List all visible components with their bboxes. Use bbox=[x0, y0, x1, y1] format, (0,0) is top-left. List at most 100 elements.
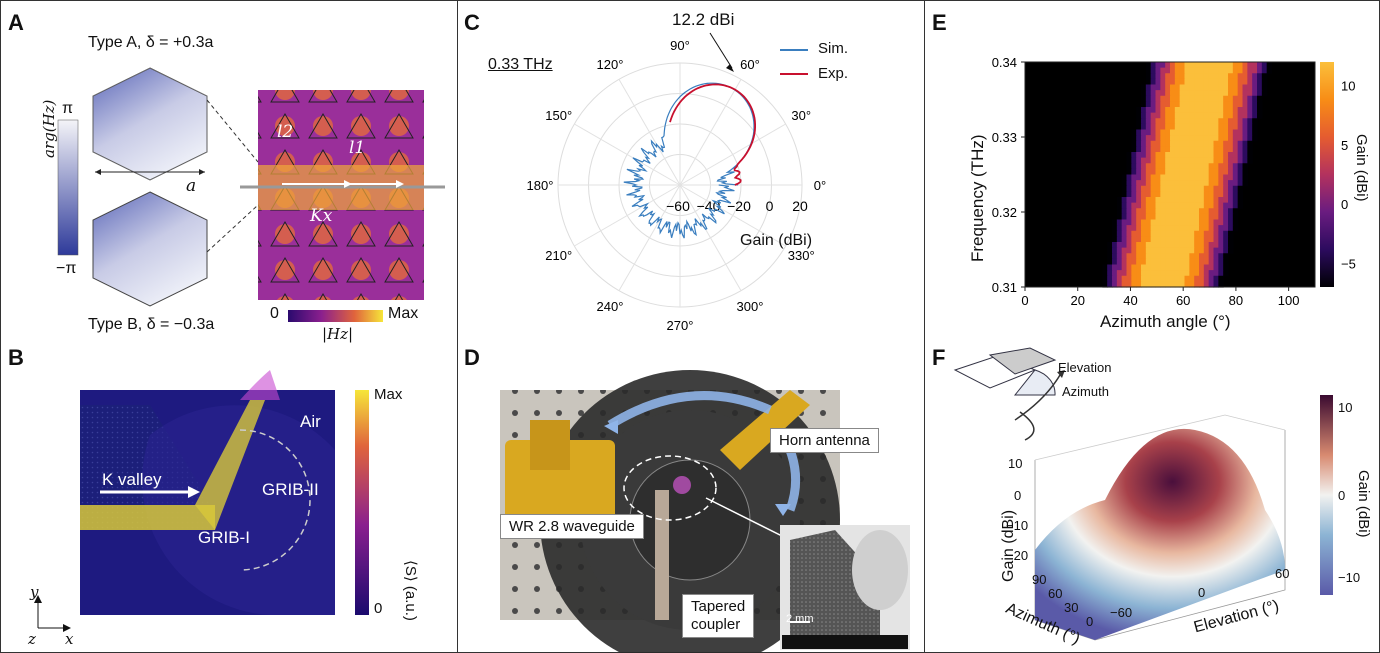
polar-angle-tick: 60° bbox=[740, 57, 760, 72]
heatmap-cbar-label: Gain (dBi) bbox=[1353, 134, 1370, 202]
heatmap-xlabel: Azimuth angle (°) bbox=[1100, 312, 1231, 331]
heatmap-ytick: 0.34 bbox=[992, 55, 1017, 70]
f-cbar-tick: 0 bbox=[1338, 488, 1346, 503]
surface-plot bbox=[953, 347, 1333, 641]
heatmap-xtick: 0 bbox=[1021, 293, 1028, 308]
panel-label-b: B bbox=[8, 345, 24, 370]
heatmap-cbar-tick: 5 bbox=[1341, 138, 1348, 153]
type-b-label: Type B, δ = −0.3a bbox=[88, 316, 215, 333]
scale-bar-label: 2 mm bbox=[786, 613, 814, 625]
z-tick: 0 bbox=[1014, 488, 1022, 503]
polar-angle-tick: 270° bbox=[667, 318, 694, 333]
gain-axis-label: Gain (dBi) bbox=[740, 232, 813, 249]
heatmap-xtick: 20 bbox=[1070, 293, 1084, 308]
schematic-azimuth: Azimuth bbox=[1062, 384, 1109, 399]
polar-angle-tick: 120° bbox=[597, 57, 624, 72]
phase-axis-title: arg(Hz) bbox=[40, 99, 58, 158]
heatmap-ylabel: Frequency (THz) bbox=[968, 134, 987, 262]
poynting-colorbar-title: ⟨S⟩ (a.u.) bbox=[402, 560, 419, 621]
field-colorbar-max: Max bbox=[388, 305, 419, 322]
az-tick: 60 bbox=[1048, 586, 1063, 601]
az-tick: 30 bbox=[1064, 600, 1079, 615]
f-cbar-tick: −10 bbox=[1338, 570, 1361, 585]
heatmap-cbar-tick: −5 bbox=[1341, 256, 1356, 271]
polar-radial-tick: 0 bbox=[766, 198, 774, 214]
phase-colorbar bbox=[57, 119, 79, 256]
poynting-colorbar bbox=[355, 390, 369, 615]
surface-colorbar bbox=[1320, 395, 1333, 595]
polar-plot: 0° 30° 60° 90° 120° 150° 180° 210° 240° 270° 300° 3… bbox=[527, 32, 826, 333]
frequency-label: 0.33 THz bbox=[488, 56, 553, 73]
field-colorbar-min: 0 bbox=[270, 305, 279, 322]
polar-angle-tick: 90° bbox=[670, 38, 690, 53]
k-valley-label: K valley bbox=[102, 470, 162, 489]
grib-ii-label: GRIB-II bbox=[262, 480, 319, 499]
panel-label-d: D bbox=[464, 345, 480, 370]
kx-label: Kx bbox=[310, 206, 333, 226]
poynting-colorbar-max: Max bbox=[374, 386, 403, 403]
el-tick: 60 bbox=[1275, 566, 1290, 581]
hexagon-type-a bbox=[92, 67, 208, 181]
az-tick: 90 bbox=[1032, 572, 1047, 587]
gain-surface bbox=[1035, 428, 1285, 640]
f-cbar-label: Gain (dBi) bbox=[1355, 470, 1372, 538]
phase-max: π bbox=[62, 100, 74, 117]
heatmap-xtick: 80 bbox=[1229, 293, 1243, 308]
polar-angle-tick: 150° bbox=[545, 108, 572, 123]
f-cbar-tick: 10 bbox=[1338, 400, 1353, 415]
panel-a-graphics bbox=[57, 67, 445, 322]
heatmap-xtick: 100 bbox=[1278, 293, 1300, 308]
heatmap-xtick: 40 bbox=[1123, 293, 1137, 308]
field-colorbar bbox=[288, 310, 383, 322]
axis-y: y bbox=[30, 583, 39, 601]
setup-photo bbox=[500, 370, 910, 653]
heatmap-ytick: 0.31 bbox=[992, 280, 1017, 295]
field-colorbar-title: |Hz| bbox=[322, 325, 354, 343]
heatmap-xtick: 60 bbox=[1176, 293, 1190, 308]
heatmap-cbar-tick: 0 bbox=[1341, 197, 1348, 212]
polar-angle-tick: 210° bbox=[545, 248, 572, 263]
peak-gain-label: 12.2 dBi bbox=[672, 10, 735, 29]
waveguide-label: WR 2.8 waveguide bbox=[500, 514, 644, 539]
panel-divider bbox=[924, 0, 925, 653]
polar-angle-tick: 330° bbox=[788, 248, 815, 263]
schematic-elevation: Elevation bbox=[1058, 360, 1112, 375]
axis-x: x bbox=[65, 630, 74, 648]
type-a-label: Type A, δ = +0.3a bbox=[88, 34, 214, 51]
z-tick: 10 bbox=[1008, 456, 1023, 471]
panel-label-f: F bbox=[932, 345, 946, 370]
horn-antenna-label: Horn antenna bbox=[770, 428, 879, 453]
poynting-colorbar-min: 0 bbox=[374, 600, 383, 617]
panel-label-a: A bbox=[8, 10, 24, 35]
lattice-constant: a bbox=[186, 176, 197, 196]
heatmap-ytick: 0.32 bbox=[992, 205, 1017, 220]
panel-label-c: C bbox=[464, 10, 480, 35]
legend-sim: Sim. bbox=[818, 40, 848, 57]
z-tick: −20 bbox=[1006, 548, 1029, 563]
air-label: Air bbox=[300, 412, 321, 431]
hexagon-type-b bbox=[92, 191, 208, 307]
polar-angle-tick: 180° bbox=[527, 178, 554, 193]
heatmap-ytick: 0.33 bbox=[992, 130, 1017, 145]
polar-radial-tick: −60 bbox=[666, 198, 690, 214]
heatmap-cbar-tick: 10 bbox=[1341, 79, 1355, 94]
polar-radial-tick: 20 bbox=[792, 198, 808, 214]
phase-min: −π bbox=[56, 260, 77, 277]
el-tick: −60 bbox=[1110, 605, 1133, 620]
polar-angle-tick: 300° bbox=[737, 299, 764, 314]
panel-label-e: E bbox=[932, 10, 947, 35]
heatmap-colorbar bbox=[1320, 62, 1334, 287]
z-tick: −10 bbox=[1006, 518, 1029, 533]
series-exp bbox=[669, 83, 756, 186]
legend-exp: Exp. bbox=[818, 65, 849, 82]
axis-z: z bbox=[28, 630, 36, 648]
polar-angle-tick: 30° bbox=[791, 108, 811, 123]
el-tick: 0 bbox=[1198, 585, 1206, 600]
l2-label: l2 bbox=[277, 122, 294, 142]
heatmap-plot: 0.34 0.33 0.32 0.31 0 20 40 60 80 100 10 5 0 −5 bbox=[992, 55, 1356, 308]
series-sim bbox=[623, 82, 755, 239]
polar-angle-tick: 0° bbox=[814, 178, 826, 193]
grib-i-label: GRIB-I bbox=[198, 528, 250, 547]
panel-b-graphics bbox=[34, 370, 369, 632]
polar-angle-tick: 240° bbox=[597, 299, 624, 314]
